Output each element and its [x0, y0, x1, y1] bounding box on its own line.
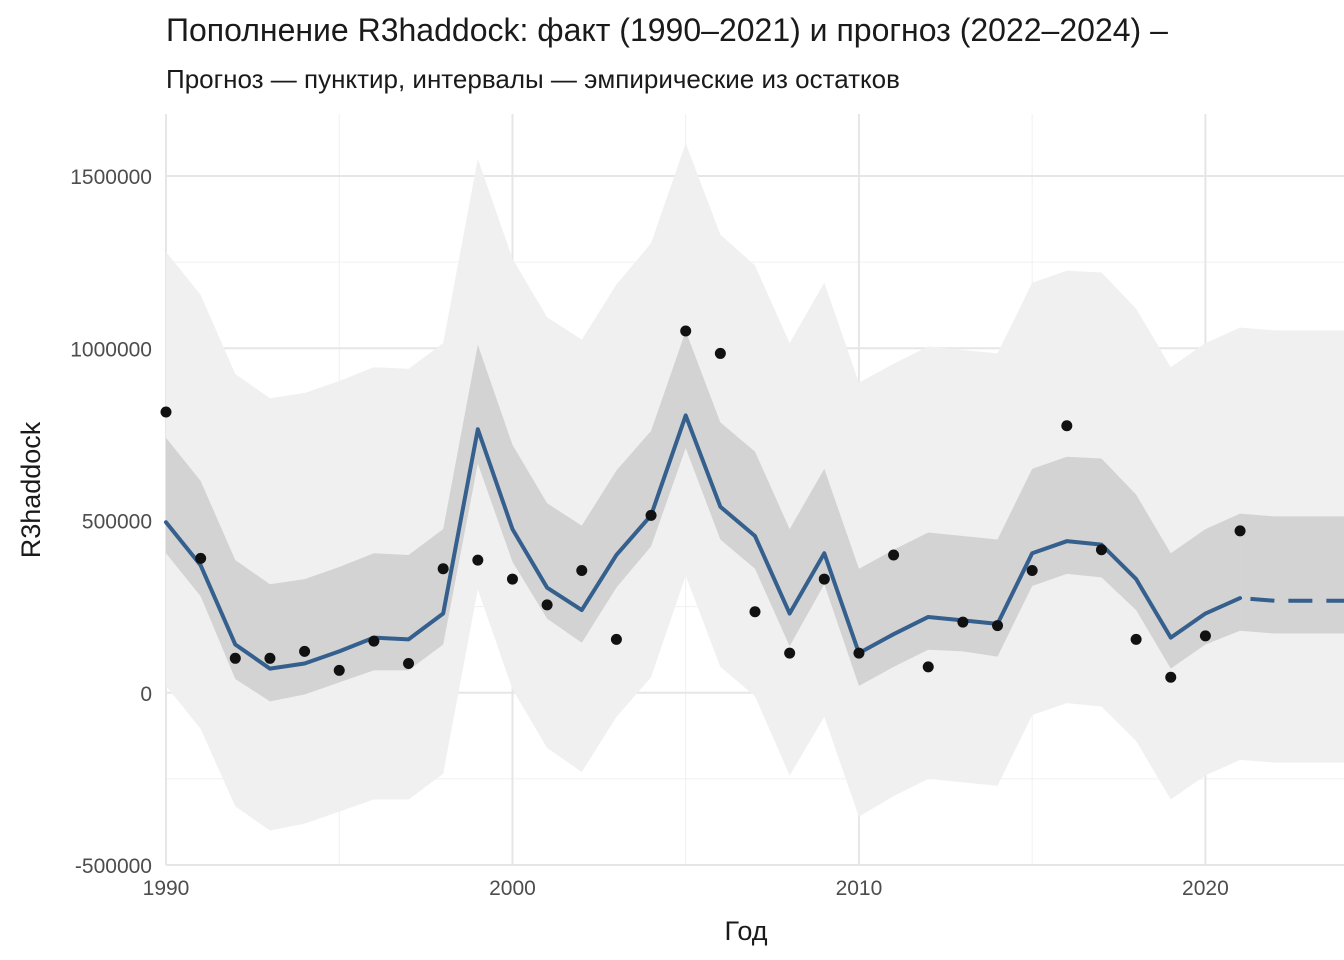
- observed-point: [714, 347, 726, 359]
- observed-point: [680, 325, 692, 337]
- chart-title: Пополнение R3haddock: факт (1990–2021) и…: [166, 12, 1168, 48]
- series-lines: [164, 413, 1344, 671]
- y-axis-title: R3haddock: [16, 421, 46, 558]
- observed-point: [541, 599, 553, 611]
- observed-point: [992, 620, 1004, 632]
- observed-point: [818, 573, 830, 585]
- y-tick-label: 500000: [82, 511, 152, 534]
- observed-point: [610, 633, 622, 645]
- x-tick-label: 2010: [836, 877, 883, 900]
- observed-point: [506, 573, 518, 585]
- observed-point: [957, 616, 969, 628]
- forecast-line: [1250, 596, 1344, 603]
- x-tick-label: 1990: [143, 877, 190, 900]
- observed-point: [264, 652, 276, 664]
- fitted-line: [164, 413, 1243, 671]
- observed-point: [195, 552, 207, 564]
- chart-subtitle: Прогноз — пунктир, интервалы — эмпиричес…: [166, 64, 900, 94]
- observed-point: [1061, 420, 1073, 432]
- x-tick-label: 2000: [489, 877, 536, 900]
- observed-point: [403, 657, 415, 669]
- y-tick-label: 0: [140, 683, 152, 706]
- forecast-inner-interval-band: [1240, 513, 1344, 634]
- observed-point: [922, 661, 934, 673]
- observed-point: [888, 549, 900, 561]
- observed-point: [784, 647, 796, 659]
- y-tick-labels: -500000 0 500000 1000000 1500000: [70, 166, 152, 878]
- observed-point: [1199, 630, 1211, 642]
- observed-point: [1234, 525, 1246, 537]
- observed-point: [160, 406, 172, 418]
- observed-point: [1095, 544, 1107, 556]
- observed-point: [1130, 633, 1142, 645]
- x-tick-labels: 1990 2000 2010 2020: [143, 877, 1229, 900]
- observed-point: [1165, 671, 1177, 683]
- y-tick-label: -500000: [75, 855, 152, 878]
- observed-point: [472, 554, 484, 566]
- x-axis-title: Год: [725, 916, 768, 946]
- observed-point: [1026, 564, 1038, 576]
- observed-point: [299, 645, 311, 657]
- observed-point: [229, 652, 241, 664]
- observed-point: [368, 635, 380, 647]
- observed-point: [853, 647, 865, 659]
- observed-point: [333, 664, 345, 676]
- observed-point: [437, 563, 449, 575]
- observed-point: [749, 606, 761, 618]
- y-tick-label: 1500000: [70, 166, 152, 189]
- inner-interval-band: [166, 331, 1241, 702]
- interval-bands: [166, 143, 1344, 831]
- observed-points: [160, 325, 1246, 683]
- y-tick-label: 1000000: [70, 338, 152, 361]
- observed-point: [576, 564, 588, 576]
- observed-point: [645, 509, 657, 521]
- x-tick-label: 2020: [1182, 877, 1229, 900]
